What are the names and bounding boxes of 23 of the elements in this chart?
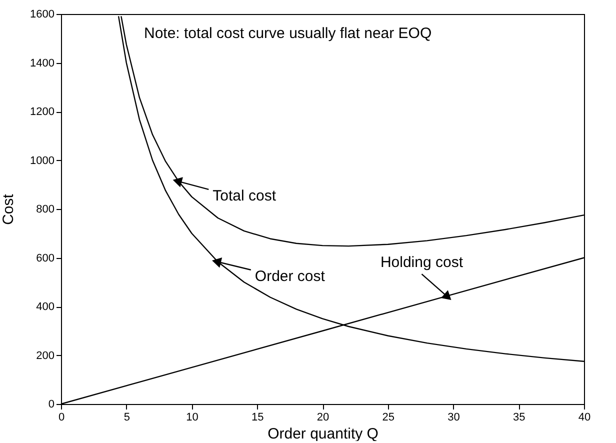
x-tick-label: 25 <box>382 412 394 424</box>
y-tick-label: 400 <box>36 301 54 313</box>
y-tick-label: 600 <box>36 252 54 264</box>
annotation: Note: total cost curve usually flat near EOQ <box>144 25 432 42</box>
annotation: Holding cost <box>380 254 464 272</box>
y-tick-label: 200 <box>36 350 54 362</box>
annotation: Total cost <box>212 187 277 204</box>
annotation: Order cost <box>254 268 326 285</box>
y-tick-label: 800 <box>36 204 54 216</box>
y-tick-label: 1400 <box>30 57 54 70</box>
x-tick-label: 5 <box>124 412 130 424</box>
x-tick-label: 40 <box>578 412 591 424</box>
y-tick-label: 0 <box>48 398 54 410</box>
y-tick-label: 1200 <box>30 106 54 118</box>
x-tick-label: 35 <box>513 412 526 424</box>
y-tick-label: 1600 <box>30 8 54 20</box>
y-tick-label: 1000 <box>30 154 54 167</box>
x-tick-label: 15 <box>252 412 264 424</box>
x-tick-label: 10 <box>186 412 198 424</box>
x-tick-label: 0 <box>58 412 65 424</box>
y-axis-title: Cost <box>0 193 18 225</box>
x-tick-label: 20 <box>316 412 330 424</box>
x-tick-label: 30 <box>448 412 460 424</box>
